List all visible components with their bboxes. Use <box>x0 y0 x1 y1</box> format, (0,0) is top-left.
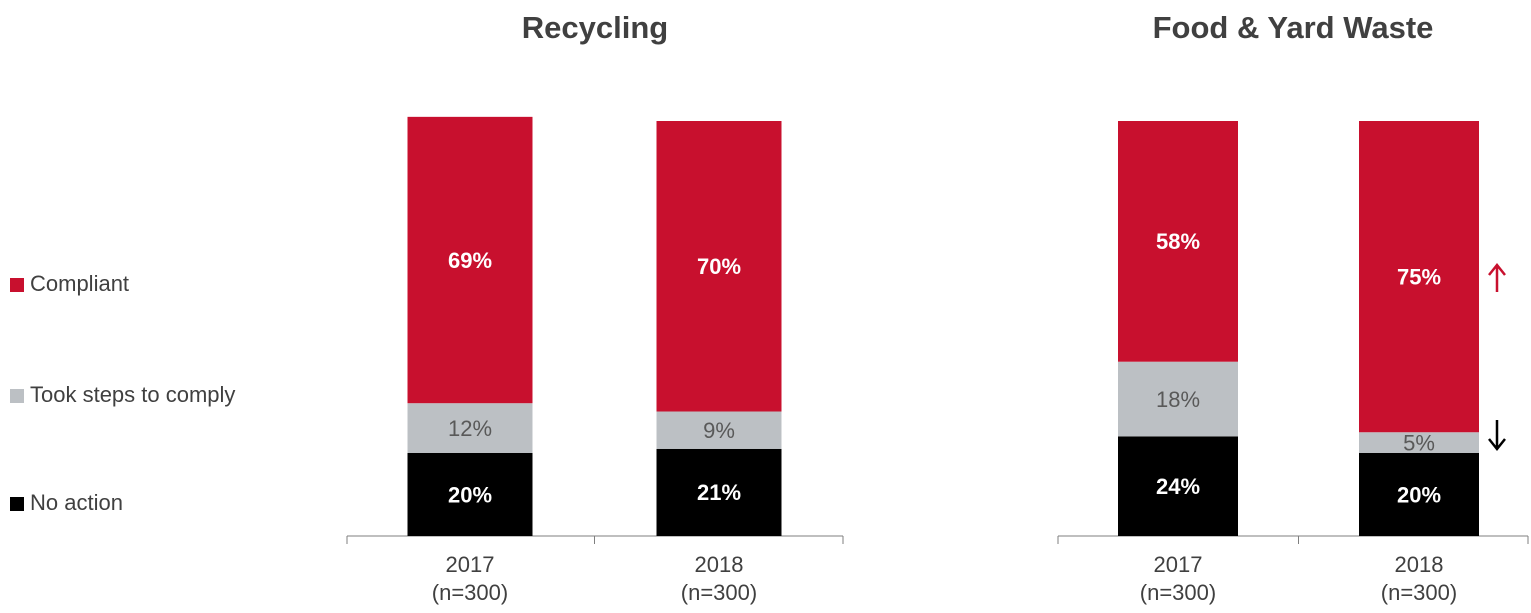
down-arrow <box>1488 420 1506 452</box>
x-tick-label: 2018 <box>695 552 744 577</box>
value-label: 75% <box>1397 264 1441 289</box>
bar-segment <box>656 411 782 449</box>
chart-title: Food & Yard Waste <box>1153 10 1434 45</box>
value-label: 21% <box>697 480 741 505</box>
bar-segment <box>1118 121 1238 362</box>
value-label: 12% <box>448 416 492 441</box>
up-arrow <box>1488 262 1506 292</box>
value-label: 9% <box>703 418 735 443</box>
legend-swatch <box>10 497 24 511</box>
value-label: 58% <box>1156 229 1200 254</box>
sample-size: (n=300) <box>1140 580 1216 605</box>
value-label: 20% <box>1397 482 1441 507</box>
bar-segment <box>656 121 782 412</box>
sample-size: (n=300) <box>1381 580 1457 605</box>
value-label: 18% <box>1156 387 1200 412</box>
x-tick-label: 2017 <box>446 552 495 577</box>
value-label: 69% <box>448 248 492 273</box>
change-arrows <box>1488 262 1506 452</box>
sample-size: (n=300) <box>432 580 508 605</box>
bar-segment <box>1359 453 1479 536</box>
x-tick-label: 2018 <box>1395 552 1444 577</box>
legend-label: No action <box>30 490 123 515</box>
bar-segment <box>1359 432 1479 453</box>
legend-label: Took steps to comply <box>30 382 235 407</box>
value-label: 24% <box>1156 474 1200 499</box>
bar-segment <box>407 116 533 404</box>
x-tick-label: 2017 <box>1154 552 1203 577</box>
bar-segment <box>407 453 533 536</box>
legend-label: Compliant <box>30 271 129 296</box>
bar-segment <box>407 403 533 453</box>
bar-segment <box>1118 361 1238 437</box>
bar-segment <box>1359 121 1479 433</box>
sample-size: (n=300) <box>681 580 757 605</box>
legend-swatch <box>10 389 24 403</box>
value-label: 5% <box>1403 430 1435 455</box>
bar-segment <box>656 448 782 536</box>
value-label: 70% <box>697 254 741 279</box>
legend-swatch <box>10 278 24 292</box>
value-label: 20% <box>448 482 492 507</box>
bar-segment <box>1118 436 1238 536</box>
chart-title: Recycling <box>522 10 668 45</box>
